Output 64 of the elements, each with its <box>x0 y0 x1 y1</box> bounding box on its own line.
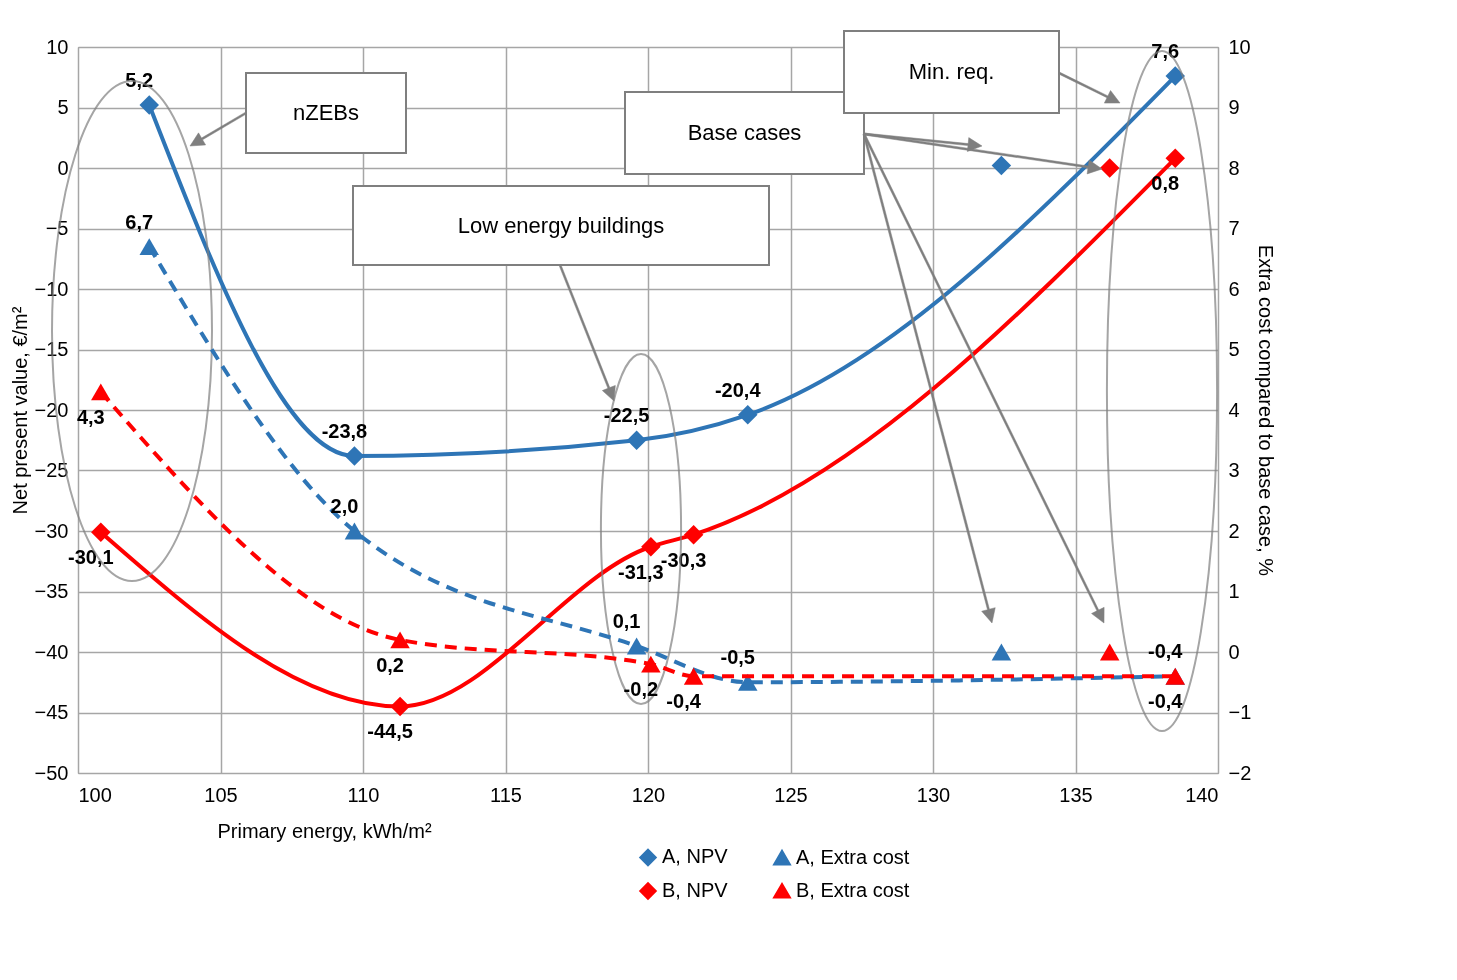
data-label: -0,2 <box>623 678 659 701</box>
x-axis-title: Primary energy, kWh/m² <box>217 819 432 842</box>
x-tick-label: 110 <box>347 783 380 806</box>
annotation: Low energy buildings <box>457 212 665 238</box>
annotation: nZEBs <box>292 100 360 125</box>
y2-tick-label: 2 <box>1228 519 1240 542</box>
y-tick-label: 10 <box>46 35 69 58</box>
annotation: Min. req. <box>908 59 995 84</box>
data-label: 0,1 <box>612 609 641 632</box>
y-tick-label: −50 <box>34 761 69 784</box>
y2-tick-label: −1 <box>1228 701 1252 723</box>
data-label: -0,4 <box>1148 640 1184 663</box>
y2-tick-label: 6 <box>1228 277 1240 300</box>
data-label: -0,5 <box>720 646 755 669</box>
data-label: 7,6 <box>1151 40 1180 63</box>
y-tick-label: −45 <box>34 701 69 723</box>
y2-tick-label: 1 <box>1228 580 1240 602</box>
data-label: -22,5 <box>603 404 650 427</box>
y-tick-label: −30 <box>34 519 69 542</box>
x-tick-label: 130 <box>916 783 951 806</box>
y-tick-label: −5 <box>45 217 69 239</box>
y-tick-label: 0 <box>57 156 69 179</box>
data-label: 0,8 <box>1151 172 1180 195</box>
y2-tick-label: 0 <box>1228 640 1240 663</box>
y-tick-label: −40 <box>34 640 69 663</box>
y-tick-label: −35 <box>34 580 69 602</box>
x-tick-label: 105 <box>204 783 238 806</box>
x-tick-label: 125 <box>774 783 808 806</box>
y2-axis-title: Extra cost compared to base case, % <box>1255 244 1278 577</box>
y2-tick-label: −2 <box>1228 761 1252 784</box>
y2-tick-label: 4 <box>1228 398 1240 421</box>
legend-label: B, NPV <box>662 879 729 901</box>
data-label: -0,4 <box>1148 690 1184 713</box>
y-tick-label: 5 <box>57 96 69 118</box>
y2-tick-label: 10 <box>1228 35 1251 58</box>
legend-label: A, Extra cost <box>796 845 910 868</box>
data-label: 4,3 <box>76 405 105 428</box>
y-tick-label: −10 <box>34 277 69 300</box>
data-label: 0,2 <box>376 653 404 676</box>
data-label: 2,0 <box>330 495 359 517</box>
data-label: 5,2 <box>125 69 154 92</box>
legend-label: B, Extra cost <box>796 879 910 901</box>
data-label: -23,8 <box>321 419 368 442</box>
x-tick-label: 140 <box>1185 783 1219 806</box>
x-tick-label: 100 <box>78 783 112 806</box>
x-tick-label: 120 <box>631 783 666 806</box>
data-label: -30,1 <box>68 546 114 569</box>
legend-label: A, NPV <box>662 845 729 868</box>
data-label: -0,4 <box>666 690 702 713</box>
y-tick-label: −20 <box>34 398 69 421</box>
data-label: 6,7 <box>125 210 154 233</box>
data-label: -20,4 <box>714 378 762 401</box>
annotation: Base cases <box>687 120 802 145</box>
y2-tick-label: 9 <box>1228 96 1240 118</box>
data-label: -44,5 <box>367 720 413 743</box>
y2-tick-label: 7 <box>1228 217 1240 239</box>
y-tick-label: −25 <box>34 459 69 481</box>
y2-tick-label: 8 <box>1228 156 1240 179</box>
y-axis-title: Net present value, €/m² <box>8 306 31 515</box>
y2-tick-label: 3 <box>1228 459 1240 481</box>
x-tick-label: 115 <box>490 783 522 806</box>
y-tick-label: −15 <box>34 338 69 360</box>
x-tick-label: 135 <box>1059 783 1093 806</box>
y2-tick-label: 5 <box>1228 338 1240 360</box>
